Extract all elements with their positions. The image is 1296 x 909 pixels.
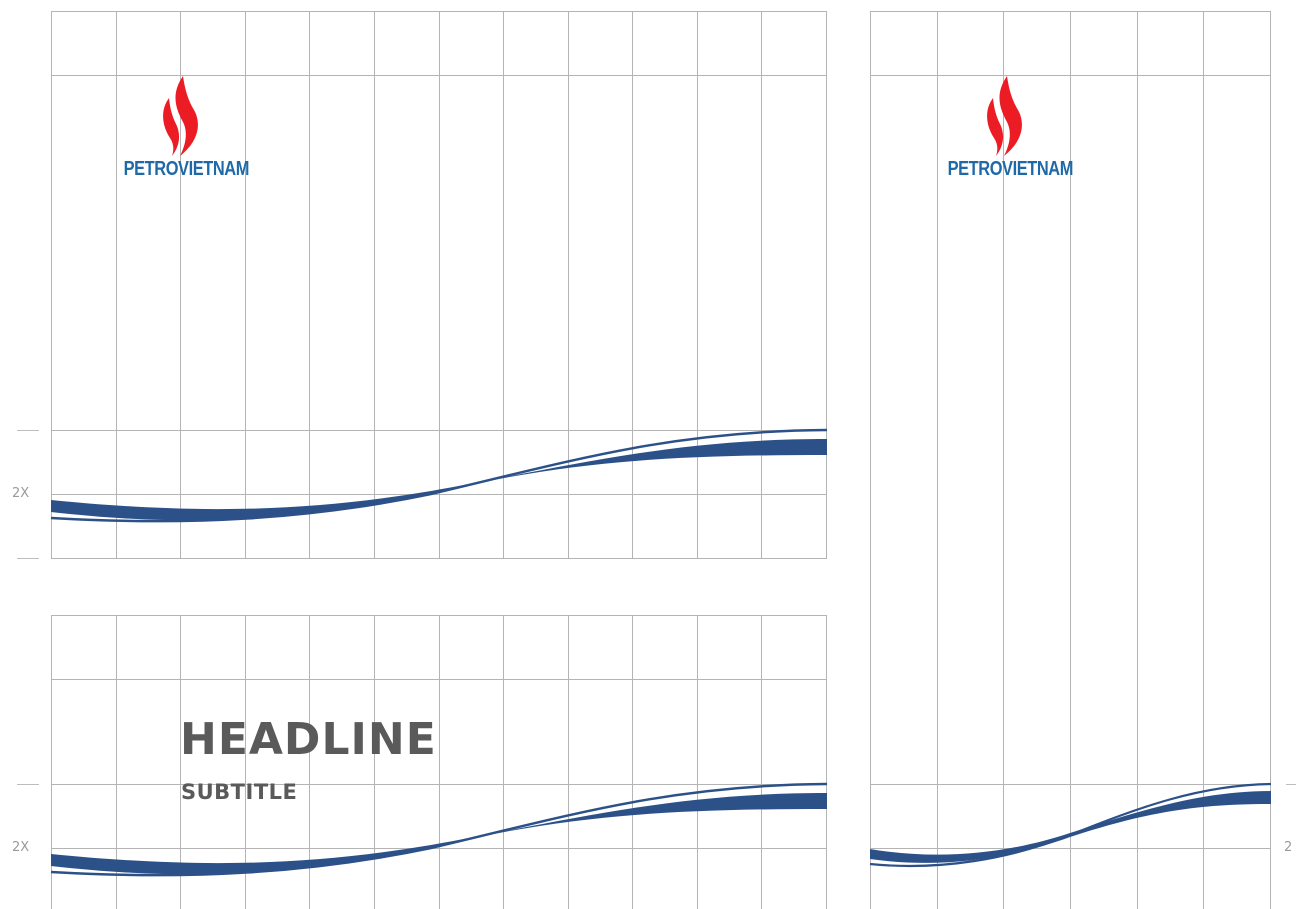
scale-label: 2	[1284, 840, 1293, 855]
scale-tick	[17, 430, 39, 431]
petrovietnam-logo: PETROVIETNAM	[935, 74, 1075, 181]
wave-graphic	[869, 782, 1272, 868]
subtitle: SUBTITLE	[181, 780, 298, 804]
brand-name: PETROVIETNAM	[947, 158, 1074, 180]
grid-lines	[870, 11, 1271, 909]
scale-tick	[1286, 784, 1296, 785]
grid-lines	[51, 615, 827, 909]
headline: HEADLINE	[180, 714, 437, 765]
grid-lines	[51, 11, 827, 559]
layout-grid-panel-right	[869, 11, 1272, 909]
scale-tick	[17, 784, 39, 785]
scale-tick	[17, 558, 39, 559]
scale-label: 2X	[12, 486, 30, 501]
layout-grid-panel-top-left	[50, 11, 828, 559]
scale-label: 2X	[12, 840, 30, 855]
wave-graphic	[50, 428, 828, 523]
wave-graphic	[50, 782, 828, 877]
flame-icon	[163, 76, 198, 156]
brand-name: PETROVIETNAM	[123, 158, 250, 180]
petrovietnam-logo: PETROVIETNAM	[111, 74, 251, 181]
layout-grid-panel-bottom-left	[50, 615, 828, 909]
flame-icon	[987, 76, 1022, 156]
